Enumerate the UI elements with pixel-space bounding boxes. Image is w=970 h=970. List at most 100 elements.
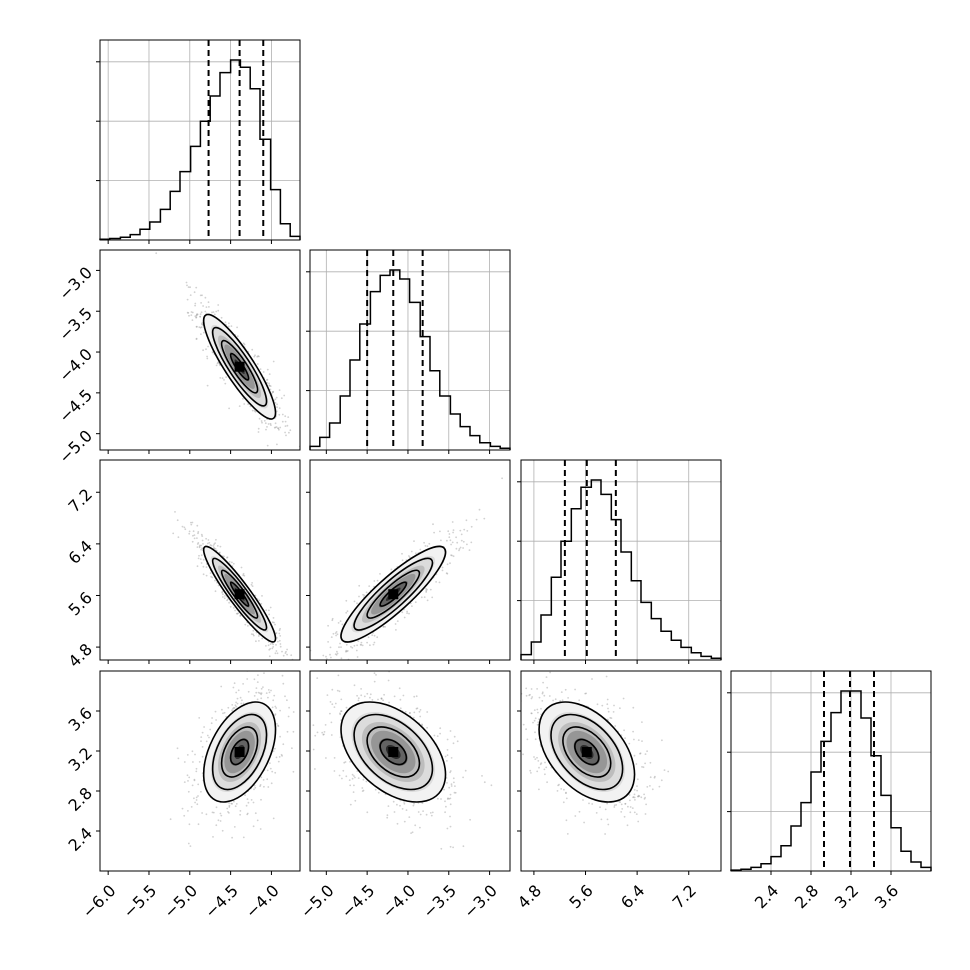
sample-point [183,781,186,783]
sample-point [470,525,473,528]
contour-line [353,713,434,791]
sample-point [228,806,231,808]
sample-point [346,650,348,653]
sample-point [210,575,213,578]
sample-point [361,787,364,789]
sample-point [187,810,189,812]
sample-point [399,804,401,807]
sample-point [186,311,189,314]
sample-point [261,595,263,597]
sample-point [450,783,453,786]
sample-point [481,775,483,777]
sample-point [338,774,341,777]
sample-point [637,820,640,823]
sample-point [268,384,271,387]
sample-point [223,555,225,558]
sample-point [246,813,249,816]
sample-point [638,795,641,798]
sample-point [186,754,189,756]
sample-point [416,707,419,710]
sample-point [449,539,452,542]
sample-point [424,545,427,547]
sample-point [446,563,449,566]
sample-point [189,845,192,847]
sample-point [301,447,303,449]
sample-point [223,711,226,714]
sample-point [607,707,609,710]
sample-point [441,566,444,569]
sample-point [327,624,329,627]
sample-point [192,530,195,533]
sample-point [196,565,199,568]
sample-point [196,537,198,539]
sample-point [380,698,383,700]
sample-point [403,802,406,805]
sample-point [235,803,238,805]
sample-point [331,688,334,691]
sample-point [201,294,203,297]
sample-point [411,831,414,834]
sample-point [228,407,231,410]
sample-point [377,791,380,794]
sample-point [410,550,413,553]
sample-point [431,811,434,814]
sample-point [446,754,449,757]
sample-point [321,731,324,734]
sample-point [200,544,203,547]
sample-point [243,403,246,405]
sample-point [196,325,198,328]
sample-point [408,612,410,615]
sample-point [232,707,234,710]
sample-point [428,542,431,545]
sample-point [221,377,224,380]
sample-point [272,750,275,752]
sample-point [445,572,448,574]
sample-point [341,777,343,780]
sample-point [272,817,275,820]
sample-point [344,761,347,763]
sample-point [382,625,385,628]
sample-point [218,551,221,554]
sample-point [345,649,348,652]
sample-point [191,319,194,321]
sample-point [312,748,315,751]
sample-point [366,811,369,814]
sample-point [322,654,325,657]
sample-point [213,313,216,316]
sample-point [278,639,281,642]
sample-point [200,548,203,551]
sample-point [262,779,265,781]
sample-point [358,595,360,598]
sample-point [463,528,466,531]
sample-point [190,806,193,808]
sample-point [188,776,191,779]
sample-point [360,688,362,690]
sample-point [440,847,443,850]
sample-point [258,599,261,602]
sample-point [193,534,196,536]
sample-point [212,811,215,814]
sample-point [291,667,293,669]
sample-point [201,535,204,537]
sample-point [217,584,220,587]
sample-point [278,389,281,391]
sample-point [215,824,218,827]
sample-point [201,812,204,814]
joint-panel-1-3 [306,670,511,875]
sample-point [446,760,448,762]
sample-point [267,423,270,425]
sample-point [373,641,376,644]
sample-point [377,698,379,701]
sample-point [264,422,267,425]
sample-point [279,735,281,738]
sample-point [609,717,612,719]
sample-point [394,623,397,625]
sample-point [323,731,326,733]
sample-point [224,382,227,385]
sample-point [193,778,196,781]
sample-point [212,311,215,313]
sample-point [340,698,343,701]
sample-point [357,699,360,702]
contour-line [366,726,421,778]
sample-point [387,679,390,682]
